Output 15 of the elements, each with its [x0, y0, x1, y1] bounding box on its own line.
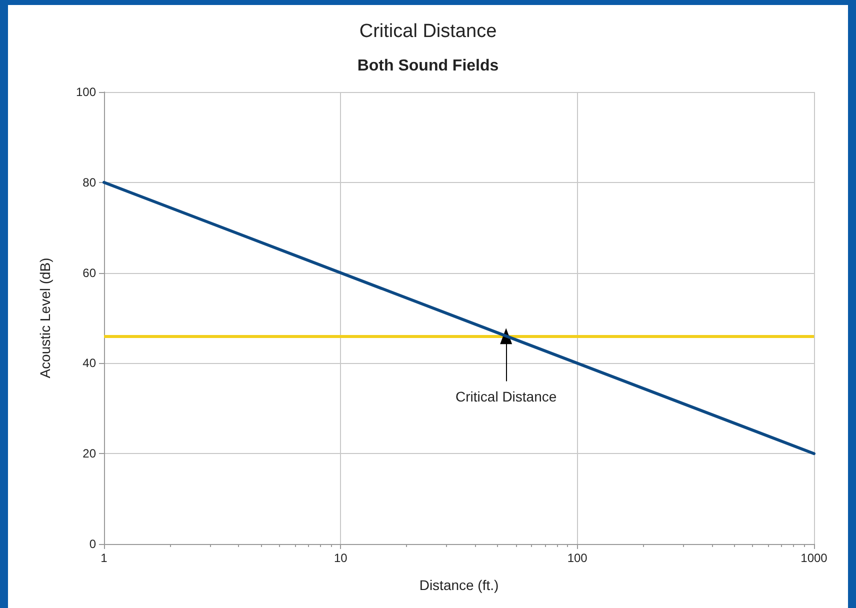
x-tick-label: 100 [567, 551, 588, 565]
y-tick-label: 60 [82, 266, 96, 280]
y-axis-title: Acoustic Level (dB) [37, 258, 53, 378]
annotation: Critical Distance [456, 388, 557, 404]
y-tick-label: 80 [82, 175, 96, 190]
y-tick-label: 0 [89, 537, 96, 551]
y-tick-label: 20 [82, 446, 96, 461]
x-tick-label: 1 [100, 551, 108, 565]
chart-title: Critical Distance [359, 21, 497, 42]
y-tick-label: 100 [76, 85, 96, 99]
chart-subtitle: Both Sound Fields [357, 58, 499, 74]
x-axis-title: Distance (ft.) [419, 577, 499, 593]
x-tick-label: 1000 [800, 551, 828, 565]
y-tick-label: 40 [82, 356, 96, 370]
x-tick-label: 10 [334, 551, 348, 565]
